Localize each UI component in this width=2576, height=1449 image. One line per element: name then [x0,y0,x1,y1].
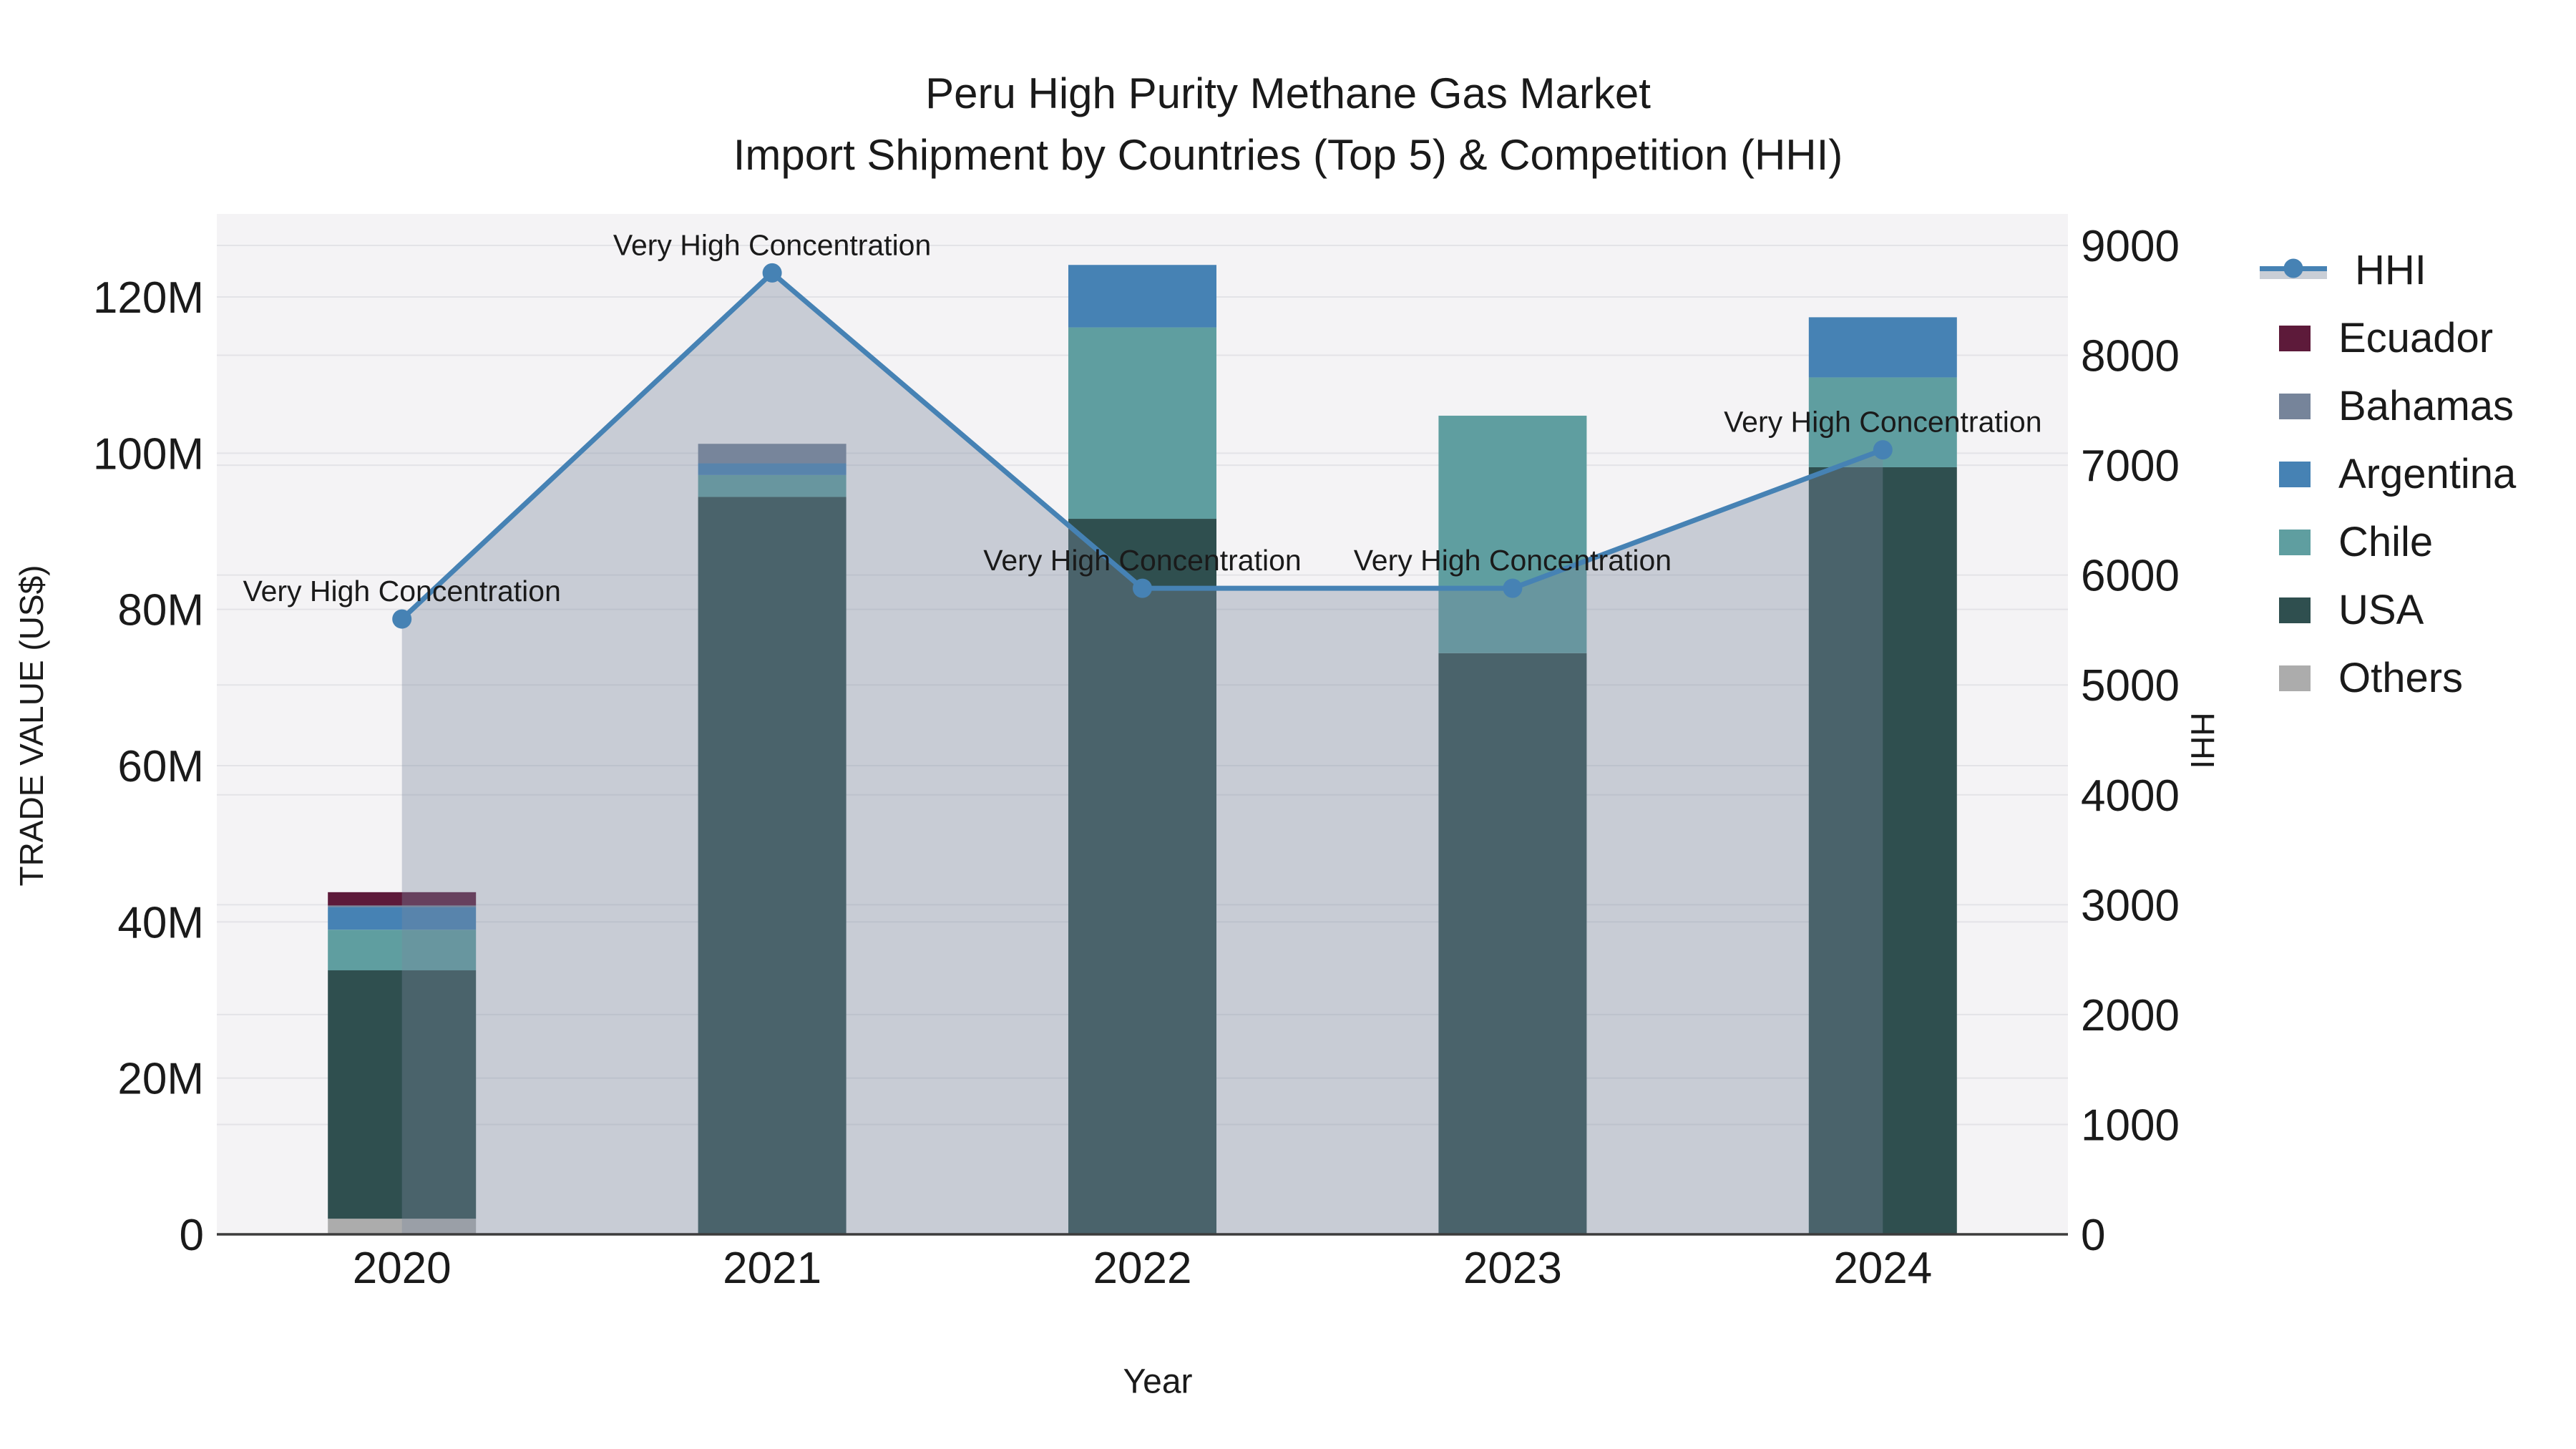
tick-label-right-2000: 2000 [2081,991,2180,1040]
bar-segment-argentina-2022 [1068,265,1216,328]
legend-label-usa: USA [2338,587,2424,633]
tick-label-left-80M: 80M [117,586,204,635]
legend-label-argentina: Argentina [2338,451,2517,497]
tick-label-left-40M: 40M [117,898,204,947]
bar-segment-usa-2024 [1808,467,1957,1234]
tick-label-left-120M: 120M [93,273,204,323]
hhi-marker-2021 [762,263,782,283]
annotation-2022: Very High Concentration [983,544,1301,577]
legend-item-hhi: HHI [2254,236,2576,304]
legend-swatch-bahamas [2279,393,2311,419]
tick-label-right-4000: 4000 [2081,771,2180,821]
tick-label-left-0: 0 [180,1211,204,1260]
bar-segment-bahamas-2021 [698,444,847,464]
legend-swatch-argentina [2279,461,2311,487]
tick-label-left-60M: 60M [117,742,204,791]
tick-label-year-2024: 2024 [1833,1244,1932,1293]
tick-label-year-2023: 2023 [1463,1244,1562,1293]
bar-segment-chile-2022 [1068,327,1216,519]
hhi-marker-2022 [1133,578,1152,598]
bar-segment-others-2020 [328,1219,477,1234]
tick-label-left-100M: 100M [93,429,204,479]
tick-label-right-1000: 1000 [2081,1101,2180,1150]
hhi-marker-2024 [1873,440,1893,460]
legend-hhi-line-icon [2260,256,2327,285]
bar-segment-ecuador-2020 [328,892,477,906]
tick-label-right-6000: 6000 [2081,552,2180,601]
tick-label-right-7000: 7000 [2081,441,2180,491]
legend-label-bahamas: Bahamas [2338,383,2514,429]
tick-label-right-0: 0 [2081,1211,2105,1260]
annotation-2023: Very High Concentration [1354,544,1672,577]
bar-segment-usa-2021 [698,497,847,1235]
bar-segment-usa-2023 [1438,653,1587,1234]
annotation-2020: Very High Concentration [243,575,560,608]
hhi-marker-2020 [392,609,412,629]
tick-label-year-2022: 2022 [1093,1244,1192,1293]
legend-label-hhi: HHI [2355,247,2426,293]
bar-segment-chile-2020 [328,930,477,971]
legend-label-others: Others [2338,655,2464,701]
legend-swatch-usa [2279,597,2311,623]
legend-item-argentina: Argentina [2254,440,2576,508]
tick-label-right-8000: 8000 [2081,332,2180,381]
legend-item-bahamas: Bahamas [2254,372,2576,440]
annotation-2021: Very High Concentration [613,228,931,261]
legend-swatch-others [2279,665,2311,691]
hhi-area-fill [401,273,1883,1234]
bar-segment-chile-2023 [1438,415,1587,653]
bar-segment-argentina-2021 [698,463,847,475]
x-axis-title: Year [1123,1362,1193,1401]
legend-swatch-ecuador [2279,325,2311,351]
bar-segment-argentina-2020 [328,907,477,930]
legend-item-chile: Chile [2254,508,2576,576]
bar-segment-bahamas-2020 [328,905,477,907]
legend-label-ecuador: Ecuador [2338,315,2494,361]
legend-item-others: Others [2254,644,2576,712]
tick-label-year-2021: 2021 [723,1244,821,1293]
legend-item-ecuador: Ecuador [2254,304,2576,372]
tick-label-right-9000: 9000 [2081,222,2180,271]
chart-title-line1: Peru High Purity Methane Gas Market [925,69,1651,117]
legend: HHI Ecuador Bahamas Argentina Chile USA Others [2254,236,2576,712]
tick-label-left-20M: 20M [117,1055,204,1104]
tick-label-year-2020: 2020 [353,1244,452,1293]
chart-title-line2: Import Shipment by Countries (Top 5) & C… [733,131,1843,179]
legend-label-chile: Chile [2338,519,2434,565]
legend-swatch-chile [2279,529,2311,555]
bar-segment-chile-2021 [698,474,847,497]
legend-item-usa: USA [2254,576,2576,644]
y-right-axis-title: HHI [2184,712,2221,769]
tick-label-right-3000: 3000 [2081,881,2180,930]
hhi-marker-2023 [1503,578,1523,598]
bar-segment-usa-2020 [328,970,477,1219]
y-left-axis-title: TRADE VALUE (US$) [13,565,50,887]
chart-title: Peru High Purity Methane Gas Market Impo… [0,63,2576,186]
bar-segment-usa-2022 [1068,519,1216,1234]
bar-segment-argentina-2024 [1808,317,1957,378]
annotation-2024: Very High Concentration [1724,406,2041,439]
tick-label-right-5000: 5000 [2081,661,2180,711]
